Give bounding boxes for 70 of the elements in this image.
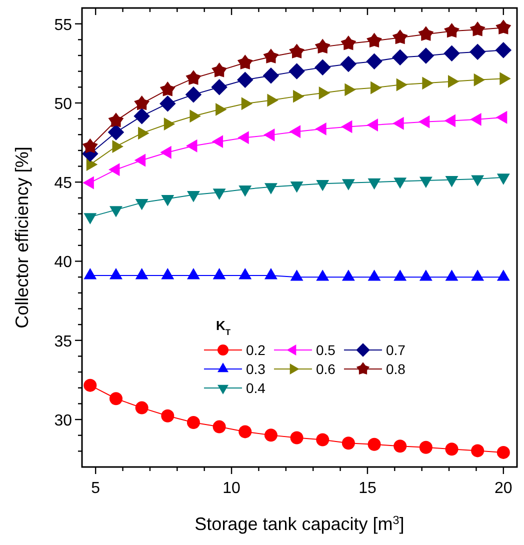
y-axis-title: Collector efficiency [%] (12, 146, 32, 328)
point (135, 401, 148, 414)
point (212, 420, 226, 434)
point (444, 22, 460, 38)
legend-label: 0.6 (316, 361, 336, 377)
x-tick-label: 15 (358, 480, 376, 497)
x-axis-title: Storage tank capacity [m$^{3}$] (194, 514, 404, 534)
x-tick-label: 5 (91, 480, 100, 497)
point (288, 63, 305, 80)
point (316, 433, 330, 446)
point (237, 72, 254, 88)
point (108, 124, 124, 140)
legend-label: 0.4 (246, 380, 266, 396)
point (186, 70, 202, 85)
point (444, 45, 460, 62)
point (108, 112, 124, 128)
point (264, 428, 278, 442)
point (289, 44, 305, 58)
point (496, 20, 512, 34)
x-tick-label: 10 (222, 480, 241, 497)
point (211, 79, 228, 96)
point (392, 49, 408, 66)
legend-label: 0.7 (386, 342, 406, 358)
legend-label: 0.5 (316, 342, 336, 358)
point (418, 48, 434, 64)
point (185, 86, 202, 103)
y-tick-label: 35 (54, 333, 72, 350)
point (471, 444, 484, 458)
point (419, 440, 432, 454)
point (392, 29, 408, 44)
point (470, 22, 486, 36)
point (366, 32, 382, 48)
point (496, 446, 510, 459)
point (186, 416, 200, 430)
point (418, 26, 434, 41)
point (109, 392, 122, 406)
legend-label: 0.8 (386, 361, 406, 377)
point (84, 378, 97, 392)
y-tick-label: 55 (54, 16, 72, 34)
point (342, 436, 355, 450)
x-tick-label: 20 (494, 480, 512, 497)
point (160, 95, 176, 112)
point (340, 56, 357, 72)
point (161, 409, 174, 422)
point (263, 48, 279, 64)
y-tick-label: 50 (54, 96, 72, 113)
point (262, 67, 280, 84)
point (495, 42, 512, 58)
legend-title: K$_{T}$ (216, 318, 232, 337)
point (82, 138, 98, 154)
legend-label: 0.2 (246, 342, 266, 358)
point (290, 431, 304, 444)
point (469, 44, 486, 60)
point (212, 62, 228, 78)
point (160, 82, 176, 96)
point (134, 95, 150, 110)
point (134, 108, 150, 124)
point (445, 442, 458, 456)
point (314, 38, 330, 54)
point (340, 35, 356, 50)
point (368, 438, 381, 451)
point (238, 425, 252, 438)
y-tick-label: 40 (54, 254, 72, 272)
point (237, 54, 253, 70)
y-tick-label: 30 (54, 412, 72, 430)
point (394, 440, 407, 453)
legend-label: 0.3 (246, 361, 266, 377)
point (314, 59, 331, 76)
point (366, 53, 382, 70)
y-tick-label: 45 (54, 175, 72, 192)
